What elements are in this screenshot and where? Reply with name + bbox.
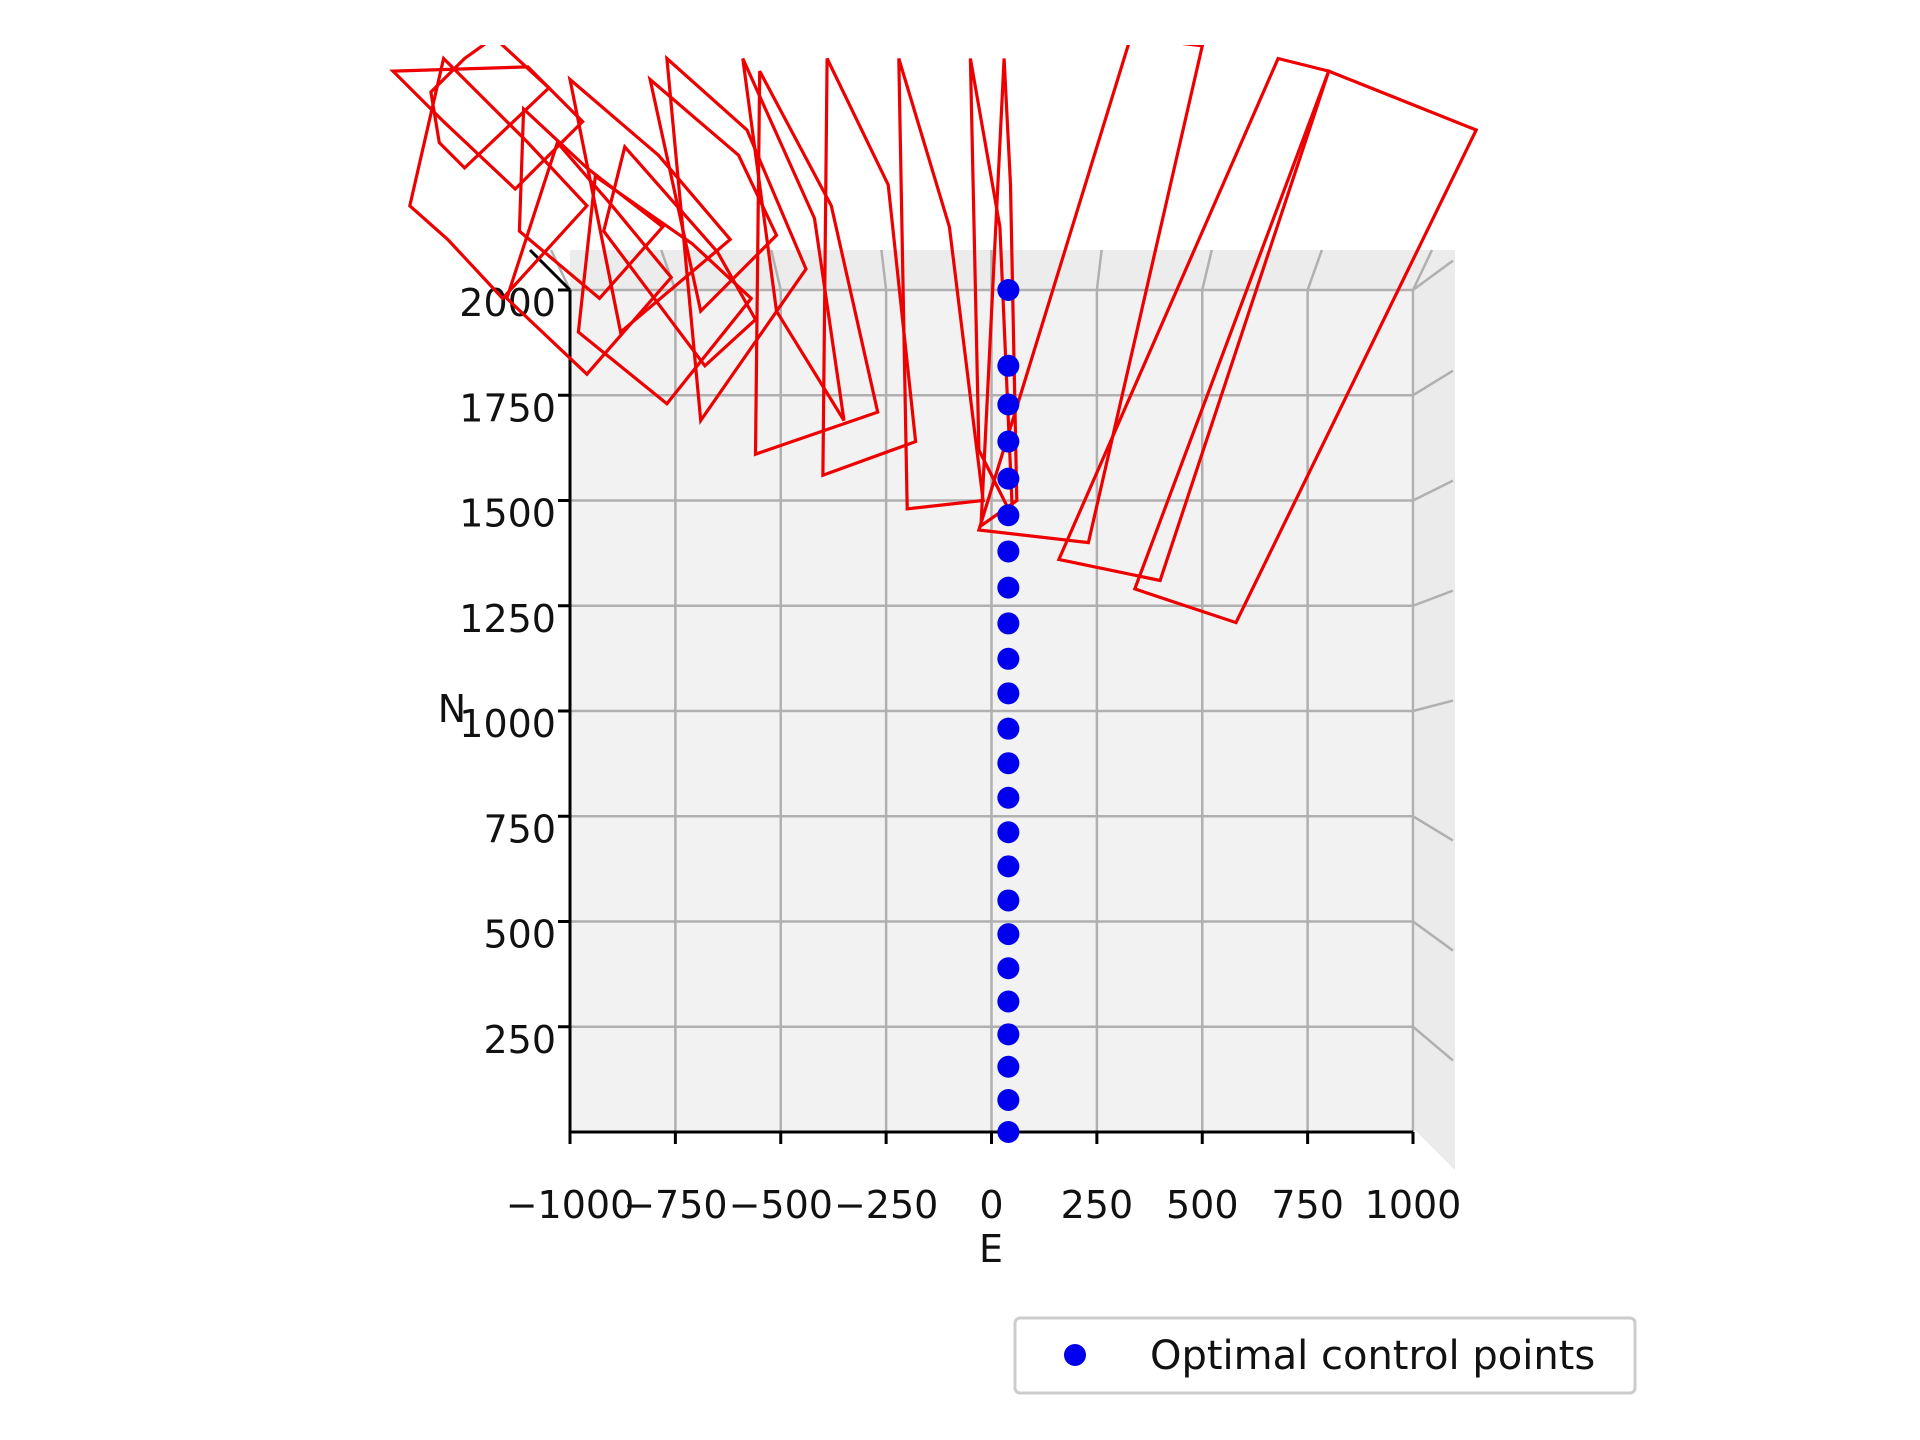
grid-line-x-depth bbox=[659, 249, 677, 291]
control-point bbox=[997, 612, 1020, 635]
control-point bbox=[997, 540, 1020, 563]
legend: Optimal control points bbox=[1013, 1316, 1637, 1395]
control-point bbox=[997, 889, 1020, 912]
control-point bbox=[997, 752, 1020, 775]
grid-line-y-depth bbox=[1412, 589, 1454, 607]
grid-line-y-depth bbox=[1412, 259, 1454, 292]
grid-line-x-depth bbox=[549, 249, 572, 291]
grid-line-x-depth bbox=[1411, 249, 1434, 291]
grid-line-y-depth bbox=[1412, 1025, 1454, 1062]
grid-line-x-depth bbox=[880, 249, 888, 291]
x-tick-label: 0 bbox=[979, 1183, 1003, 1227]
control-point bbox=[997, 354, 1020, 377]
grid-line-y-depth bbox=[1412, 479, 1454, 502]
control-point bbox=[997, 990, 1020, 1013]
footprint-outline bbox=[517, 105, 666, 301]
y-tick-label: 500 bbox=[483, 913, 556, 957]
footprint-outline bbox=[408, 55, 590, 301]
footprint-outline bbox=[1132, 69, 1479, 625]
x-tick-label: 250 bbox=[1061, 1183, 1134, 1227]
y-tick-label: 1250 bbox=[459, 597, 556, 641]
legend-box bbox=[1013, 1316, 1637, 1395]
footprint-outline bbox=[567, 75, 733, 336]
x-axis-label: E bbox=[979, 1227, 1003, 1271]
grid-line-x-depth bbox=[1306, 249, 1324, 291]
y-tick-label: 750 bbox=[483, 807, 556, 851]
footprint-outline bbox=[976, 45, 1205, 545]
control-point bbox=[997, 467, 1020, 490]
y-tick-label: 1500 bbox=[459, 492, 556, 536]
control-point bbox=[997, 393, 1020, 416]
grid-line-x-depth bbox=[1095, 249, 1103, 291]
control-point bbox=[997, 647, 1020, 670]
grid-line-y-depth bbox=[1412, 699, 1454, 713]
y-tick-label: 1000 bbox=[459, 702, 556, 746]
grid-line-x-depth bbox=[770, 249, 782, 291]
grid-line-y-depth bbox=[1412, 369, 1454, 397]
footprint-outline bbox=[1056, 56, 1331, 583]
grid-line-x-depth bbox=[1201, 249, 1213, 291]
control-point bbox=[997, 1023, 1020, 1046]
y-tick-label: 2000 bbox=[459, 281, 556, 325]
control-point bbox=[997, 786, 1020, 809]
plot-pane-right bbox=[1415, 250, 1455, 1170]
control-point bbox=[997, 1089, 1020, 1112]
legend-marker bbox=[1064, 1344, 1086, 1366]
footprint-outline bbox=[821, 57, 918, 478]
camera-footprints bbox=[389, 45, 1479, 625]
footprint-outline bbox=[979, 58, 1019, 530]
control-point bbox=[997, 682, 1020, 705]
x-tick-label: −750 bbox=[623, 1183, 727, 1227]
footprint-outline bbox=[664, 54, 808, 426]
control-point bbox=[997, 1055, 1020, 1078]
control-point bbox=[997, 957, 1020, 980]
x-tick-label: −250 bbox=[834, 1183, 938, 1227]
footprint-outline bbox=[753, 70, 880, 457]
z-axis-line bbox=[528, 248, 572, 292]
x-tick-label: 500 bbox=[1166, 1183, 1239, 1227]
control-point bbox=[997, 923, 1020, 946]
footprint-outline bbox=[576, 173, 754, 406]
footprint-outline bbox=[429, 45, 552, 171]
footprint-outline bbox=[601, 143, 758, 369]
y-axis-label: N bbox=[438, 687, 466, 731]
grid-line-y-depth bbox=[1412, 815, 1454, 842]
control-point bbox=[997, 279, 1020, 301]
axes: −1000−750 −500 −250 0 250 500 750 1000 250 500 750… bbox=[459, 248, 1462, 1227]
y-tick-label: 250 bbox=[483, 1018, 556, 1062]
control-point bbox=[997, 717, 1020, 740]
x-tick-label: −500 bbox=[729, 1183, 833, 1227]
control-point bbox=[997, 855, 1020, 878]
footprint-outline bbox=[389, 65, 585, 192]
legend-label: Optimal control points bbox=[1150, 1333, 1595, 1379]
x-tick-label: −1000 bbox=[506, 1183, 635, 1227]
control-point bbox=[997, 1121, 1020, 1143]
control-point bbox=[997, 576, 1020, 599]
y-tick-label: 1750 bbox=[459, 386, 556, 430]
x-tick-label: 750 bbox=[1271, 1183, 1344, 1227]
control-point bbox=[997, 430, 1020, 453]
x-tick-label: 1000 bbox=[1365, 1183, 1462, 1227]
control-point bbox=[997, 504, 1020, 527]
control-points bbox=[997, 279, 1020, 1143]
grid-line-y-depth bbox=[1412, 920, 1454, 952]
footprint-outline bbox=[741, 57, 846, 422]
control-point bbox=[997, 821, 1020, 844]
